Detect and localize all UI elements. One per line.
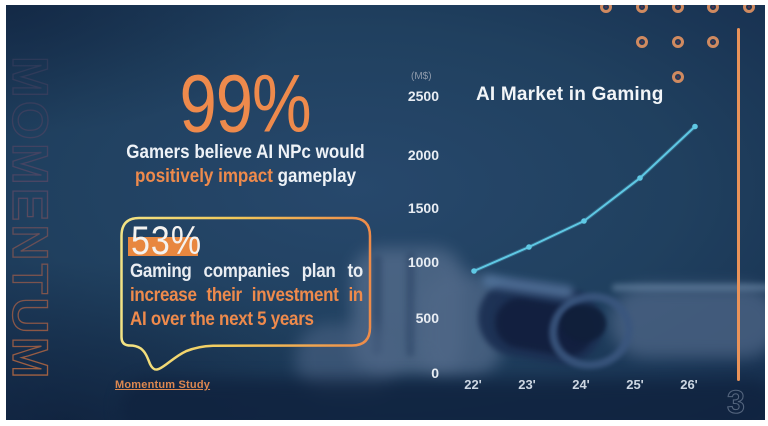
svg-text:MOMENTUM: MOMENTUM: [6, 56, 58, 382]
